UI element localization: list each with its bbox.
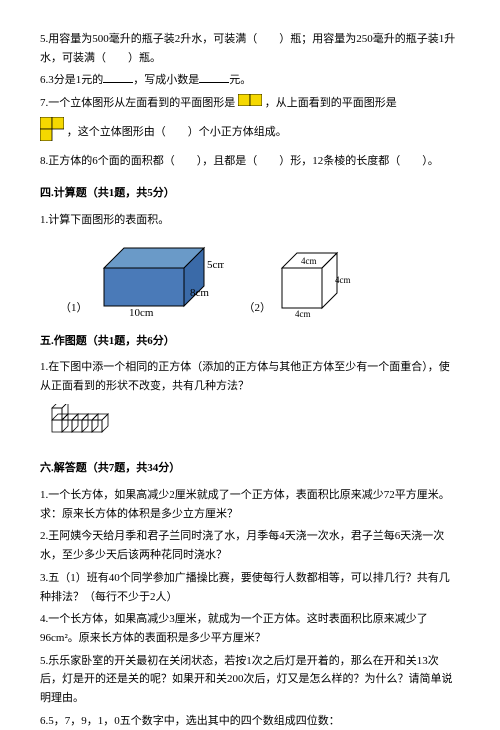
figure-2: （2） 4cm 4cm 4cm xyxy=(244,248,358,318)
fig2-svg: 4cm 4cm 4cm xyxy=(277,248,357,318)
sec6-q3: 3.五（1）班有40个同学参加广播操比赛，要使每行人数都相等，可以排几行？共有几… xyxy=(40,569,460,606)
q7-p1: 7.一个立体图形从左面看到的平面图形是 xyxy=(40,97,235,109)
section-6-title: 六.解答题（共7题，共34分） xyxy=(40,459,460,478)
q6-p2: ，写成小数是 xyxy=(133,74,199,86)
q5-p2: 毫升的瓶子装 xyxy=(109,33,175,45)
figure-row: （1） 5cm 8cm 10cm （2） 4cm 4cm 4cm xyxy=(60,238,460,318)
question-7-line2: ，这个立体图形由（ ）个小正方体组成。 xyxy=(40,117,460,148)
sec5-figure xyxy=(50,404,460,446)
sec6-q4: 4.一个长方体，如果高减少3厘米，就成为一个正方体。这时表面积比原来减少了96c… xyxy=(40,610,460,647)
sec6-q2: 2.王阿姨今天给月季和君子兰同时浇了水，月季每4天浇一次水，君子兰每6天浇一次水… xyxy=(40,527,460,564)
sec4-q1: 1.计算下面图形的表面积。 xyxy=(40,211,460,230)
q6-p3: 元。 xyxy=(229,74,251,86)
fig1-label: （1） xyxy=(60,299,88,318)
fig1-svg: 5cm 8cm 10cm xyxy=(94,238,224,318)
fig2-label: （2） xyxy=(244,299,272,318)
section-5-title: 五.作图题（共1题，共6分） xyxy=(40,332,460,351)
question-5: 5.用容量为500毫升的瓶子装2升水，可装满（ ）瓶；用容量为250毫升的瓶子装… xyxy=(40,30,460,67)
q7-p2: ，从上面看到的平面图形是 xyxy=(265,97,397,109)
q6-blank2 xyxy=(199,71,229,83)
q5-v500: 500 xyxy=(92,33,109,45)
q5-p3: 升水，可装满（ ）瓶；用容量为 xyxy=(180,33,356,45)
q8-text: 8.正方体的6个面的面积都（ ），且都是（ ）形，12条棱的长度都（ ）。 xyxy=(40,155,439,167)
section-4-title: 四.计算题（共1题，共5分） xyxy=(40,184,460,203)
fig1-w-text: 10cm xyxy=(129,307,154,318)
question-8: 8.正方体的6个面的面积都（ ），且都是（ ）形，12条棱的长度都（ ）。 xyxy=(40,152,460,171)
q5-p1: 5.用容量为 xyxy=(40,33,92,45)
fig1-h-text: 5cm xyxy=(207,259,224,271)
q7-figure-top xyxy=(40,117,64,148)
fig2-top-text: 4cm xyxy=(301,256,317,266)
sec6-q1: 1.一个长方体，如果高减少2厘米就成了一个正方体，表面积比原来减少72平方厘米。… xyxy=(40,486,460,523)
fig2-side-text: 4cm xyxy=(335,275,351,285)
question-6: 6.3分是1元的 ，写成小数是 元。 xyxy=(40,71,460,90)
fig2-bottom-text: 4cm xyxy=(295,309,311,318)
sec6-q5: 5.乐乐家卧室的开关最初在关闭状态，若按1次之后灯是开着的，那么在开和关13次后… xyxy=(40,652,460,708)
q5-p4: 毫升的瓶子装 xyxy=(373,33,439,45)
sec5-q1: 1.在下图中添一个相同的正方体（添加的正方体与其他正方体至少有一个面重合），使从… xyxy=(40,358,460,395)
sec6-q6: 6.5，7，9，1，0五个数字中，选出其中的四个数组成四位数： xyxy=(40,712,460,730)
q7-figure-left xyxy=(238,94,262,113)
figure-1: （1） 5cm 8cm 10cm xyxy=(60,238,224,318)
q5-v250: 250 xyxy=(356,33,373,45)
fig1-d-text: 8cm xyxy=(190,287,209,299)
q6-blank1 xyxy=(103,71,133,83)
q7-p3: ，这个立体图形由（ ）个小正方体组成。 xyxy=(67,126,287,138)
question-7: 7.一个立体图形从左面看到的平面图形是 ，从上面看到的平面图形是 xyxy=(40,94,460,113)
q6-p1: 6.3分是1元的 xyxy=(40,74,103,86)
